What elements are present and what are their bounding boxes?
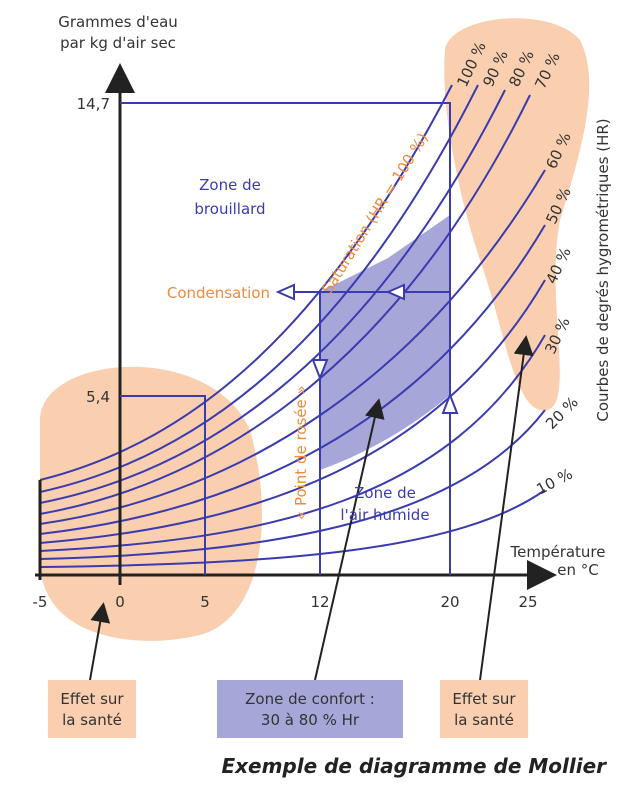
x-tick-0: 0 (115, 593, 125, 611)
hr-curve-50 (39, 224, 546, 535)
health-box-right-line1: Effet sur (452, 690, 516, 708)
y-tick-14-7: 14,7 (77, 95, 110, 113)
health-box-right (440, 680, 528, 738)
guide-lines (120, 102, 451, 575)
down-arrow-head (311, 359, 329, 381)
y-axis-title-line1: Grammes d'eau (58, 13, 178, 31)
x-tick-minus5: -5 (33, 593, 48, 611)
health-box-right-line2: la santé (454, 711, 514, 729)
hr-curve-90 (39, 84, 479, 493)
hr-curve-100 (39, 84, 453, 481)
x-tick-20: 20 (440, 593, 459, 611)
humid-zone-line2: l'air humide (340, 506, 429, 524)
hr-label-10: 10 % (533, 465, 575, 499)
x-tick-25: 25 (518, 593, 537, 611)
pointer-center (314, 398, 385, 681)
comfort-box (217, 680, 403, 738)
horizontal-arrow-head (385, 283, 405, 301)
health-zone-left (40, 366, 262, 641)
y-tick-5-4: 5,4 (86, 388, 110, 406)
comfort-zone (320, 215, 450, 470)
hr-curve-40 (39, 279, 546, 544)
health-box-left (48, 680, 136, 738)
humid-zone-line1: Zone de (354, 484, 416, 502)
health-box-left-line1: Effet sur (60, 690, 124, 708)
x-tick-5: 5 (200, 593, 210, 611)
right-axis-title: Courbes de degrés hygrométriques (HR) (594, 118, 612, 421)
x-axis-title-line1: Température (509, 543, 605, 561)
y-axis-title-line2: par kg d'air sec (60, 34, 176, 52)
health-box-left-line2: la santé (62, 711, 122, 729)
up-arrow-head (441, 392, 459, 414)
fog-zone-line2: brouillard (194, 200, 265, 218)
comfort-box-line2: 30 à 80 % Hr (261, 711, 360, 729)
caption: Exemple de diagramme de Mollier (221, 754, 607, 778)
hr-curve-30 (39, 334, 546, 552)
pointer-left (89, 602, 111, 681)
condensation-arrow-head (275, 283, 295, 301)
condensation-label: Condensation (167, 284, 270, 302)
x-axis-title-line2: en °C (557, 561, 598, 579)
comfort-box-line1: Zone de confort : (245, 690, 375, 708)
x-tick-12: 12 (310, 593, 329, 611)
fog-zone-line1: Zone de (199, 176, 261, 194)
hr-curve-10 (39, 489, 546, 568)
pointer-right (479, 335, 534, 681)
dew-point-label: « Point de rosée » (292, 385, 310, 520)
